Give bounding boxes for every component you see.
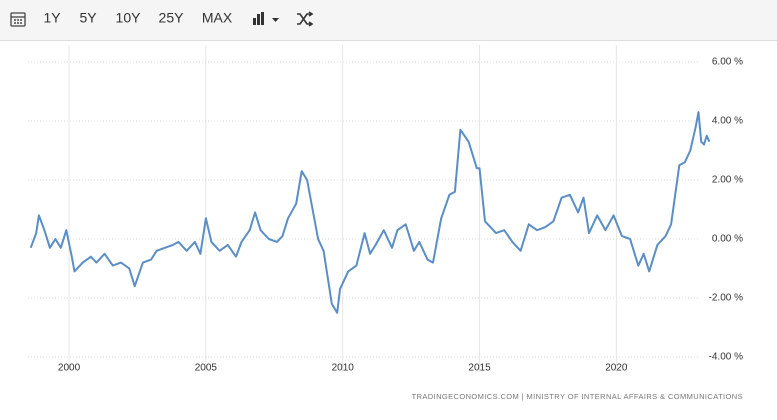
range-button[interactable]: 10Y bbox=[116, 10, 142, 26]
calendar-icon[interactable] bbox=[10, 12, 26, 27]
y-tick-label: 0.00 % bbox=[712, 234, 743, 245]
x-tick-label: 2005 bbox=[195, 363, 218, 374]
x-tick-label: 2000 bbox=[58, 363, 81, 374]
x-tick-label: 2020 bbox=[605, 363, 628, 374]
y-tick-label: -2.00 % bbox=[709, 293, 744, 304]
range-button[interactable]: MAX bbox=[202, 10, 233, 26]
range-button[interactable]: 25Y bbox=[159, 10, 185, 26]
source: TRADINGECONOMICS.COM | MINISTRY OF INTER… bbox=[412, 392, 743, 401]
chart-type-icon[interactable] bbox=[253, 12, 279, 25]
y-tick-label: 2.00 % bbox=[712, 175, 743, 186]
data-line bbox=[29, 111, 711, 314]
x-tick-label: 2010 bbox=[332, 363, 355, 374]
y-tick-label: -4.00 % bbox=[709, 352, 744, 363]
shuffle-icon[interactable] bbox=[297, 11, 314, 27]
y-tick-label: 6.00 % bbox=[712, 57, 743, 68]
x-tick-label: 2015 bbox=[468, 363, 491, 374]
toolbar bbox=[0, 0, 777, 40]
y-tick-label: 4.00 % bbox=[712, 116, 743, 127]
plot: 2000 2005 2010 2015 2020 -4.00 % -2.00 % 0.00 %… bbox=[28, 45, 743, 374]
range-button[interactable]: 1Y bbox=[43, 10, 61, 26]
range-button[interactable]: 5Y bbox=[79, 10, 97, 26]
